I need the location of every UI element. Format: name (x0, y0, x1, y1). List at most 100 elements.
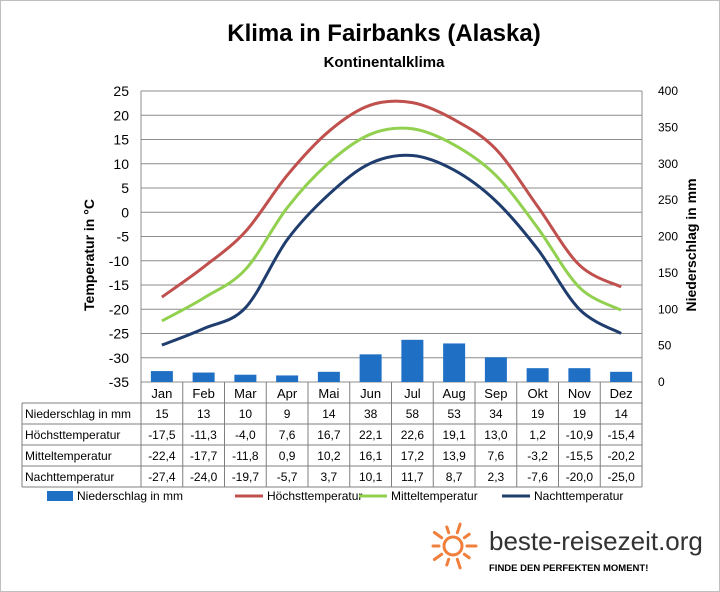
table-cell: 53 (447, 407, 461, 421)
x-tick-label: Jun (360, 386, 381, 401)
table-cell: 34 (489, 407, 503, 421)
table-cell: -5,7 (277, 470, 298, 484)
table-cell: 7,6 (279, 428, 296, 442)
y-axis-label-right: Niederschlag in mm (683, 178, 699, 311)
sun-ray (432, 530, 444, 540)
y-tick-left: 15 (113, 132, 129, 148)
table-cell: 13 (197, 407, 211, 421)
x-tick-label: Dez (610, 386, 633, 401)
y-tick-left: 5 (121, 180, 129, 196)
table-cell: -20,2 (607, 449, 635, 463)
table-cell: -24,0 (190, 470, 218, 484)
x-tick-label: Sep (484, 386, 507, 401)
y-tick-left: -30 (109, 350, 129, 366)
y-tick-right: 350 (658, 120, 678, 134)
sun-disc (442, 535, 464, 557)
temperature-lines (161, 99, 622, 347)
table-cell: 7,6 (488, 449, 505, 463)
sun-ray (432, 552, 444, 562)
sun-ray (462, 532, 471, 540)
table-cell: -25,0 (607, 470, 635, 484)
x-tick-label: Mai (318, 386, 339, 401)
table-cell: -4,0 (235, 428, 256, 442)
table-cell: 13,0 (484, 428, 508, 442)
table-row-header: Mitteltemperatur (25, 449, 112, 463)
sun-ray (462, 552, 471, 560)
sun-ray (445, 557, 451, 567)
bar-niederschlag-apr (276, 375, 299, 382)
brand-logo: beste-reisezeit.org FINDE DEN PERFEKTEN … (431, 522, 703, 574)
table-cell: 38 (364, 407, 378, 421)
bar-niederschlag-nov (568, 368, 591, 382)
table-cell: -22,4 (148, 449, 176, 463)
table-cell: 22,1 (359, 428, 383, 442)
table-cell: 19 (573, 407, 587, 421)
y-tick-right: 400 (658, 84, 678, 98)
legend-label-mitteltemperatur: Mitteltemperatur (391, 489, 478, 503)
legend-swatch-niederschlag-in-mm (47, 491, 73, 501)
table-cell: -3,2 (527, 449, 548, 463)
y-tick-left: -25 (109, 326, 129, 342)
table-cell: 22,6 (401, 428, 425, 442)
y-tick-right: 100 (658, 302, 678, 316)
table-cell: 2,3 (488, 470, 505, 484)
table-row-header: Höchsttemperatur (25, 428, 120, 442)
data-table: Jan Feb Mar Apr Mai Jun Jul Aug Sep Okt Nov Dez Nied… (21, 382, 643, 488)
bar-niederschlag-jan (150, 371, 173, 382)
line-mitteltemperatur (161, 126, 622, 323)
right-axis-ticks: 400 350 300 250 200 150 100 50 0 (658, 84, 678, 389)
table-cell: 10,2 (317, 449, 341, 463)
brand-site: beste-reisezeit.org (489, 526, 703, 556)
sun-icon (431, 522, 478, 570)
table-cell: 0,9 (279, 449, 296, 463)
table-cell: 19 (531, 407, 545, 421)
table-cell: -7,6 (527, 470, 548, 484)
y-tick-right: 250 (658, 193, 678, 207)
y-tick-right: 300 (658, 157, 678, 171)
line-nachttemperatur (161, 153, 622, 347)
table-cell: -15,5 (566, 449, 594, 463)
bar-niederschlag-aug (443, 343, 466, 382)
table-row-header: Nachttemperatur (25, 470, 114, 484)
legend-label-nachttemperatur: Nachttemperatur (534, 489, 623, 503)
x-tick-label: Aug (443, 386, 466, 401)
table-cell: 19,1 (442, 428, 466, 442)
table-cell: 3,7 (321, 470, 338, 484)
bar-niederschlag-okt (526, 368, 549, 382)
y-tick-left: 25 (113, 83, 129, 99)
bar-niederschlag-jun (359, 354, 382, 382)
y-tick-left: -5 (117, 229, 130, 245)
y-tick-right: 50 (658, 339, 672, 353)
y-tick-left: -10 (109, 253, 129, 269)
chart-subtitle: Kontinentalklima (324, 54, 446, 71)
y-tick-right: 200 (658, 230, 678, 244)
table-cell: -11,3 (190, 428, 217, 442)
table-cell: 17,2 (401, 449, 425, 463)
table-cell: -11,8 (232, 449, 259, 463)
bar-niederschlag-sep (484, 357, 507, 382)
table-cell: 1,2 (529, 428, 546, 442)
x-tick-label: Jul (404, 386, 421, 401)
line-h-chsttemperatur (161, 99, 622, 299)
table-cell: 16,7 (317, 428, 341, 442)
x-tick-label: Jan (151, 386, 172, 401)
table-cell: -27,4 (148, 470, 176, 484)
table-cell: 14 (322, 407, 336, 421)
sun-ray (445, 525, 451, 535)
bar-niederschlag-mar (234, 374, 257, 382)
chart-title: Klima in Fairbanks (Alaska) (227, 20, 540, 47)
table-cell: 9 (284, 407, 291, 421)
y-tick-left: -35 (109, 374, 129, 390)
bar-niederschlag-feb (192, 372, 215, 382)
bar-niederschlag-dez (610, 371, 633, 382)
table-cell: 10 (239, 407, 253, 421)
table-cell: 8,7 (446, 470, 463, 484)
x-tick-label: Nov (568, 386, 592, 401)
sun-ray (455, 522, 462, 535)
table-cell: 13,9 (442, 449, 466, 463)
gridlines (140, 90, 643, 383)
legend-label-niederschlag-in-mm: Niederschlag in mm (77, 489, 183, 503)
x-tick-label: Mar (234, 386, 257, 401)
